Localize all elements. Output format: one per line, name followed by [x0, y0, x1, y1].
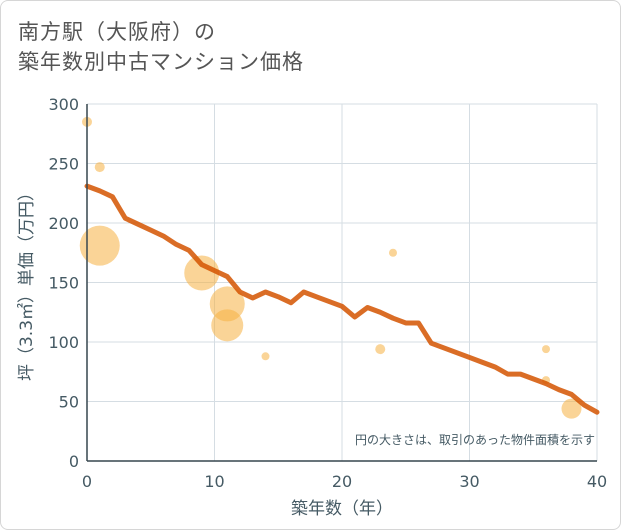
y-tick-label-2: 100	[48, 333, 79, 352]
trend-line	[84, 183, 600, 415]
chart-title-line2: 築年数別中古マンション価格	[18, 50, 304, 74]
y-tick-label-4: 200	[48, 214, 79, 233]
y-tick-labels: 0 50 100 150 200 250 300	[48, 95, 79, 471]
data-point-11	[561, 398, 582, 419]
x-tick-label-0: 0	[82, 472, 92, 491]
data-point-3	[184, 255, 220, 291]
x-tick-labels: 0 10 20 30 40	[82, 472, 607, 491]
data-point-9	[542, 345, 550, 354]
data-point-2	[79, 225, 120, 266]
x-tick-label-4: 40	[587, 472, 607, 491]
data-point-8	[389, 248, 397, 257]
x-tick-label-3: 30	[459, 472, 479, 491]
y-tick-label-6: 300	[48, 95, 79, 114]
x-tick-label-2: 20	[332, 472, 352, 491]
y-tick-label-0: 0	[69, 452, 79, 471]
grid-lines	[86, 103, 598, 462]
x-axis-label: 築年数（年）	[291, 499, 393, 519]
y-tick-label-1: 50	[59, 393, 79, 412]
data-point-5	[211, 309, 244, 342]
y-tick-label-5: 250	[48, 155, 79, 174]
axes	[86, 104, 597, 462]
chart-title-line1: 南方駅（大阪府）の	[18, 20, 216, 44]
x-tick-label-1: 10	[204, 472, 224, 491]
data-point-1	[94, 162, 105, 173]
bubble-layer	[79, 116, 582, 419]
y-tick-label-3: 150	[48, 274, 79, 293]
data-point-6	[261, 352, 270, 361]
chart-title: 南方駅（大阪府）の 築年数別中古マンション価格	[18, 17, 304, 77]
data-point-7	[375, 344, 386, 355]
bubble-size-note: 円の大きさは、取引のあった物件面積を示す	[355, 432, 595, 447]
y-axis-label: 坪（3.3㎡）単価（万円）	[17, 184, 37, 381]
